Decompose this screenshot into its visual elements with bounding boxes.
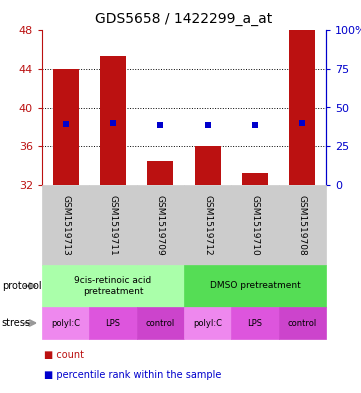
Bar — [53, 69, 79, 185]
Bar — [147, 161, 173, 185]
Text: polyI:C: polyI:C — [193, 318, 222, 327]
Text: GSM1519708: GSM1519708 — [298, 195, 307, 255]
Text: DMSO pretreatment: DMSO pretreatment — [210, 281, 300, 290]
Bar — [289, 30, 316, 185]
Bar — [242, 173, 268, 185]
Text: control: control — [288, 318, 317, 327]
Text: GSM1519713: GSM1519713 — [61, 195, 70, 255]
Text: stress: stress — [2, 318, 31, 328]
Text: protocol: protocol — [2, 281, 42, 291]
Title: GDS5658 / 1422299_a_at: GDS5658 / 1422299_a_at — [95, 12, 273, 26]
Text: ■ count: ■ count — [44, 350, 84, 360]
Bar — [195, 146, 221, 185]
Text: GSM1519710: GSM1519710 — [251, 195, 260, 255]
Text: polyI:C: polyI:C — [51, 318, 80, 327]
Text: control: control — [146, 318, 175, 327]
Text: GSM1519711: GSM1519711 — [109, 195, 117, 255]
Text: GSM1519709: GSM1519709 — [156, 195, 165, 255]
Text: LPS: LPS — [105, 318, 121, 327]
Text: ■ percentile rank within the sample: ■ percentile rank within the sample — [44, 370, 221, 380]
Text: 9cis-retinoic acid
pretreatment: 9cis-retinoic acid pretreatment — [74, 276, 152, 296]
Text: LPS: LPS — [248, 318, 262, 327]
Bar — [100, 56, 126, 185]
Text: GSM1519712: GSM1519712 — [203, 195, 212, 255]
